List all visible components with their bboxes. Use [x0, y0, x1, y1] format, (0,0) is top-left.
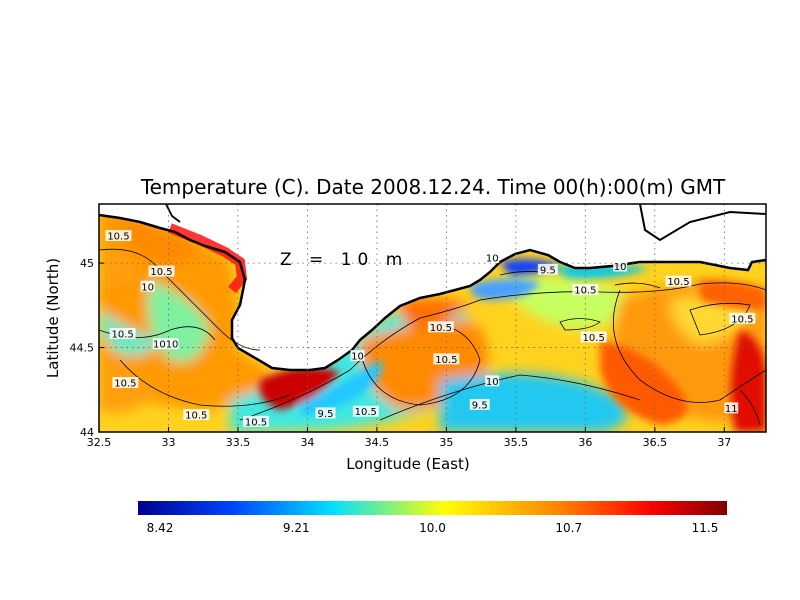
contour-label: 10 — [486, 377, 499, 388]
contour-label-background — [105, 230, 132, 242]
x-tick-label: 35.5 — [504, 436, 529, 449]
x-tick-label: 33.5 — [226, 436, 251, 449]
contour-label-background — [485, 252, 500, 264]
chart-title: Temperature (C). Date 2008.12.24. Time 0… — [140, 175, 726, 199]
y-tick-label: 45 — [80, 257, 94, 270]
contour-label-background — [112, 377, 139, 389]
contour-label-background — [183, 409, 210, 421]
contour-label: 10 — [141, 282, 154, 293]
contour-label-background — [580, 331, 607, 343]
contour-label: 10 — [486, 254, 499, 265]
x-axis-label: Longitude (East) — [346, 455, 469, 473]
y-tick-label: 44 — [80, 426, 94, 439]
contour-label-background — [729, 312, 756, 324]
contour-label: 10.5 — [355, 407, 377, 418]
contour-label-background — [469, 398, 490, 410]
y-axis-ticks: 44 44.5 45 — [70, 257, 104, 439]
contour-label: 11 — [725, 404, 738, 415]
contour-label: 10.5 — [107, 232, 129, 243]
contour-label: 10 — [351, 352, 364, 363]
contour-label-background — [352, 405, 379, 417]
contour-label-background — [350, 350, 365, 361]
y-axis-label: Latitude (North) — [44, 258, 62, 378]
contour-label: 10.5 — [111, 330, 133, 341]
x-tick-label: 34 — [300, 436, 314, 449]
x-tick-label: 33 — [161, 436, 175, 449]
contour-label-background — [572, 284, 599, 296]
contour-label-background — [140, 280, 155, 292]
colorbar-tick-label: 10.7 — [555, 521, 582, 535]
contour-label: 10.5 — [731, 314, 753, 325]
contour-label: 10.5 — [430, 323, 452, 334]
contour-label: 10.5 — [185, 411, 207, 422]
contour-label-background — [148, 265, 175, 277]
contour-label-background — [665, 275, 692, 287]
contour-label-background — [485, 375, 500, 387]
temperature-field — [99, 204, 766, 432]
colorbar — [138, 501, 727, 515]
colorbar-tick-label: 10.0 — [419, 521, 446, 535]
contour-label-background — [433, 353, 460, 365]
colorbar-tick-label: 11.5 — [692, 521, 719, 535]
contour-label: 10.5 — [150, 267, 172, 278]
contour-label-background — [613, 260, 628, 272]
contour-label: 9.5 — [540, 265, 556, 276]
colorbar-tick-labels: 8.42 9.21 10.0 10.7 11.5 — [147, 521, 719, 535]
y-tick-label: 44.5 — [70, 342, 95, 355]
contour-label: 10.5 — [574, 286, 596, 297]
contour-lines — [99, 248, 766, 426]
contour-label-background — [152, 338, 179, 350]
contour-label-background — [537, 263, 558, 275]
contour-label: 10.5 — [435, 355, 457, 366]
x-tick-label: 34.5 — [365, 436, 390, 449]
x-axis-ticks: 32.5 33 33.5 34 34.5 35 35.5 36 36.5 37 — [87, 427, 731, 449]
x-tick-label: 36 — [578, 436, 592, 449]
contour-label-background — [243, 415, 270, 427]
plot-frame — [98, 203, 767, 433]
contour-labels: 10.510.51010.5101010.510.510.59.51010.51… — [105, 230, 756, 428]
contour-label: 10.5 — [667, 277, 689, 288]
depth-annotation: Z = 10 m — [280, 250, 408, 270]
contour-label: 10.5 — [245, 417, 267, 428]
colorbar-tick-label: 8.42 — [147, 521, 174, 535]
contour-label-background — [427, 321, 454, 333]
x-tick-label: 37 — [717, 436, 731, 449]
contour-label: 10 — [614, 262, 627, 273]
contour-label-background — [315, 407, 336, 419]
contour-label: 10.5 — [114, 379, 136, 390]
crimea-land — [99, 204, 766, 370]
colorbar-tick-label: 9.21 — [283, 521, 310, 535]
contour-label: 1010 — [153, 340, 178, 351]
contour-label-background — [109, 328, 136, 340]
contour-label: 9.5 — [318, 409, 334, 420]
x-tick-label: 36.5 — [643, 436, 668, 449]
contour-label-background — [724, 402, 739, 414]
x-tick-label: 32.5 — [87, 436, 112, 449]
contour-label: 10.5 — [583, 333, 605, 344]
coastline — [99, 213, 766, 372]
contour-label: 9.5 — [472, 400, 488, 411]
x-tick-label: 35 — [439, 436, 453, 449]
